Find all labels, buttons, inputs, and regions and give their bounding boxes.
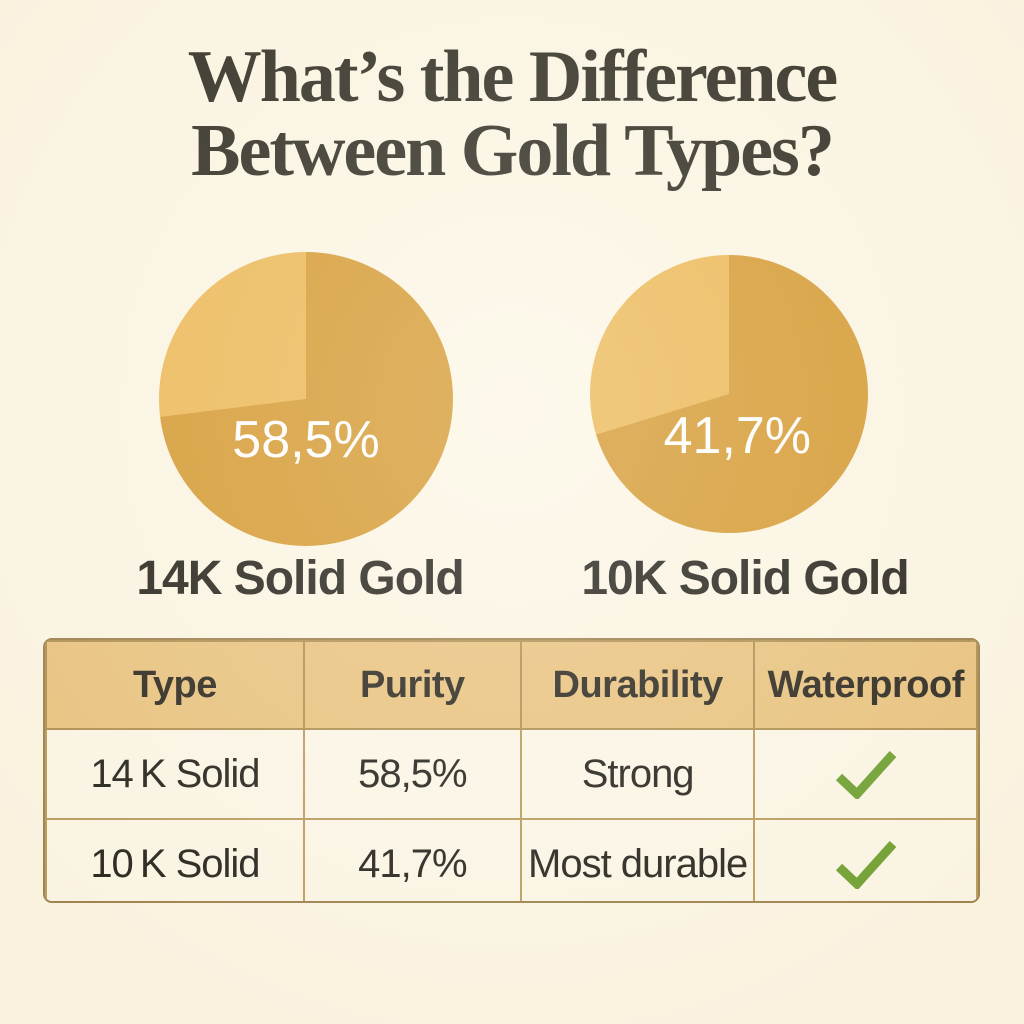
column-header-type: Type xyxy=(45,640,305,730)
page-title-line1: What’s the Difference xyxy=(187,36,838,118)
pie-percentage-label-10k: 41,7% xyxy=(663,406,812,465)
table-row-14k: 14 K Solid 58,5% Strong xyxy=(45,728,978,820)
pie-chart-10k-gold: 41,7% xyxy=(590,255,868,533)
table-row-10k: 10 K Solid 41,7% Most durable xyxy=(45,818,978,901)
gold-comparison-table: Type Purity Durability Waterproof 14 K S… xyxy=(45,640,978,901)
cell-purity-14k: 58,5% xyxy=(302,728,522,820)
pie-caption-14k: 14K Solid Gold xyxy=(136,552,464,605)
comparison-table: Type Purity Durability Waterproof 14 K S… xyxy=(43,638,980,903)
cell-purity-10k: 41,7% xyxy=(302,818,522,901)
cell-durability-14k: Strong xyxy=(519,728,756,820)
cell-type-14k: 14 K Solid xyxy=(45,728,305,820)
column-header-durability: Durability xyxy=(519,640,756,730)
cell-waterproof-14k xyxy=(753,728,978,820)
column-header-purity: Purity xyxy=(302,640,522,730)
pie-caption-10k: 10K Solid Gold xyxy=(581,552,909,605)
table-header-row: Type Purity Durability Waterproof xyxy=(45,640,978,730)
pie-chart-14k-gold: 58,5% xyxy=(159,252,453,546)
page-title: What’s the Difference Between Gold Types… xyxy=(0,40,1024,188)
pie-percentage-label-14k: 58,5% xyxy=(232,411,380,470)
cell-type-10k: 10 K Solid xyxy=(45,818,305,901)
checkmark-icon xyxy=(835,840,897,889)
checkmark-icon xyxy=(835,750,897,799)
cell-waterproof-10k xyxy=(753,818,978,901)
page-title-line2: Between Gold Types? xyxy=(191,110,835,192)
column-header-waterproof: Waterproof xyxy=(753,640,978,730)
cell-durability-10k: Most durable xyxy=(519,818,756,901)
